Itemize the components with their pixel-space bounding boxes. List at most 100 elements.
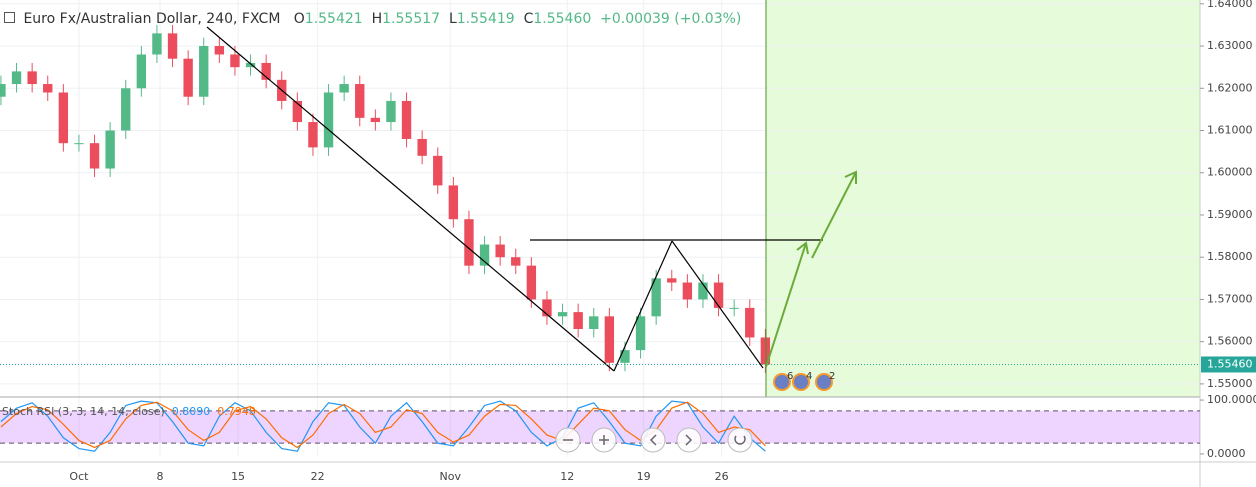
trend-line [613, 240, 673, 372]
ohlc-value: 1.55517 [382, 11, 441, 27]
event-badge [773, 373, 791, 391]
event-badge [792, 373, 810, 391]
candle-body [323, 92, 334, 148]
zoom-controls [555, 427, 753, 453]
arrow [811, 171, 857, 259]
candle-body [89, 143, 100, 169]
y-tick-label: 1.63000 [1207, 39, 1253, 52]
drawings [206, 26, 823, 372]
candle-body [245, 62, 256, 68]
candle-body [433, 155, 443, 186]
highlight-zone [766, 0, 1200, 397]
reset-button[interactable] [727, 427, 753, 453]
candle-body [183, 58, 193, 97]
y-tick-label: 100.0000 [1207, 393, 1256, 406]
candle-body [511, 257, 521, 266]
candle-body [355, 84, 365, 118]
candle-body [479, 244, 490, 266]
ohlc-label: H [371, 11, 383, 27]
last-price-label: 1.55460 [1207, 357, 1253, 370]
ohlc-value: 1.55460 [533, 11, 592, 27]
arrow-head [844, 170, 857, 184]
event-badge [815, 373, 833, 391]
candle-body [589, 316, 599, 330]
symbol-title: Euro Fx/Australian Dollar, 240, FXCM [23, 11, 281, 27]
scroll-right-button[interactable] [676, 427, 702, 453]
candle-body [58, 92, 69, 144]
y-tick-label: 1.61000 [1207, 124, 1253, 137]
x-tick-label: 19 [637, 470, 651, 483]
trend-line [206, 26, 615, 372]
candle-body [604, 316, 615, 363]
candle-body [230, 54, 240, 68]
x-tick-label: 12 [560, 470, 574, 483]
candle-body [682, 282, 693, 300]
candle-body [557, 312, 568, 317]
y-tick-label: 1.59000 [1207, 208, 1253, 221]
candle-body [401, 100, 412, 139]
ohlc-value: 1.55421 [304, 11, 363, 27]
y-tick-label: 1.62000 [1207, 81, 1253, 94]
candle-body [448, 185, 459, 220]
candle-body [0, 84, 6, 97]
candles [0, 24, 771, 373]
arrow-head [796, 241, 809, 255]
candle-body [635, 316, 646, 351]
stoch-line [0, 401, 766, 449]
event-count: 6 [787, 371, 793, 382]
candle-body [292, 100, 303, 123]
x-tick-label: 15 [231, 470, 245, 483]
indicator-title: Stoch RSI (3, 3, 14, 14, close) [2, 405, 165, 418]
candle-body [308, 122, 318, 148]
x-tick-label: 22 [311, 470, 325, 483]
candle-body [74, 143, 84, 145]
arrow [765, 242, 807, 368]
x-tick-label: 8 [157, 470, 164, 483]
arrows [765, 170, 857, 368]
change: +0.00039 (+0.03%) [600, 11, 742, 27]
legend-value: 0.8090 [171, 405, 211, 418]
candle-body [152, 33, 162, 55]
candle-body [214, 46, 225, 55]
ohlc-label: C [523, 11, 534, 27]
stoch-pane: 100.0000 0.0000 [0, 393, 1256, 460]
event-count: 2 [829, 371, 835, 382]
candle-body [386, 100, 396, 123]
event-count: 4 [806, 371, 812, 382]
candle-body [698, 282, 708, 300]
candle-body [526, 265, 537, 300]
ohlc-value: 1.55419 [456, 11, 515, 27]
candle-body [417, 138, 427, 156]
candle-body [261, 62, 271, 80]
candle-body [167, 33, 178, 59]
x-tick-label: Nov [439, 470, 461, 483]
candle-body [542, 299, 552, 317]
trend-line [671, 240, 764, 369]
candle-body [620, 350, 630, 363]
ohlc-label: O [293, 11, 305, 27]
candle-body [11, 71, 22, 85]
y-tick-label: 1.58000 [1207, 250, 1253, 263]
y-tick-label: 1.64000 [1207, 0, 1253, 10]
candle-body [136, 54, 147, 89]
candle-body [495, 244, 505, 258]
y-tick-label: 1.55000 [1207, 377, 1253, 390]
collapse-icon[interactable] [4, 12, 15, 23]
candle-body [370, 117, 381, 123]
header: Euro Fx/Australian Dollar, 240, FXCM O1.… [4, 11, 741, 27]
y-tick-label: 0.0000 [1207, 447, 1246, 460]
y-tick-label: 1.56000 [1207, 335, 1253, 348]
candle-body [745, 307, 755, 338]
candle-body [464, 219, 474, 266]
x-tick-label: Oct [69, 470, 89, 483]
scroll-left-button[interactable] [640, 427, 666, 453]
x-tick-label: 26 [715, 470, 729, 483]
legend-value: 0.7948 [217, 405, 256, 418]
y-tick-label: 1.57000 [1207, 292, 1253, 305]
candle-body [760, 337, 771, 365]
candle-body [651, 278, 661, 317]
candle-body [105, 130, 115, 169]
